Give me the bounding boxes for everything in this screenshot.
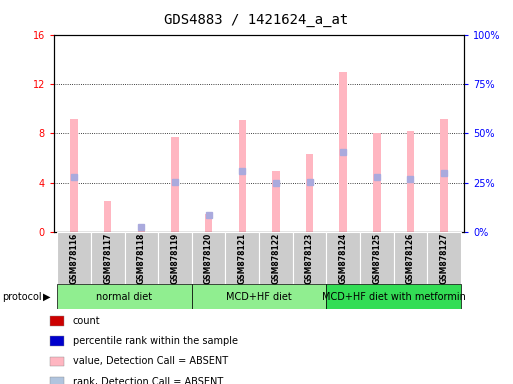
Bar bbox=[192, 232, 225, 284]
Bar bbox=[50, 357, 64, 366]
Bar bbox=[57, 232, 91, 284]
Bar bbox=[50, 377, 64, 384]
Bar bbox=[158, 232, 192, 284]
Text: MCD+HF diet with metformin: MCD+HF diet with metformin bbox=[322, 291, 466, 302]
Text: count: count bbox=[73, 316, 100, 326]
Text: GSM878125: GSM878125 bbox=[372, 233, 381, 284]
Text: percentile rank within the sample: percentile rank within the sample bbox=[73, 336, 238, 346]
Bar bbox=[239, 120, 246, 232]
Text: GDS4883 / 1421624_a_at: GDS4883 / 1421624_a_at bbox=[164, 13, 349, 27]
Bar bbox=[272, 170, 280, 232]
Bar bbox=[360, 232, 393, 284]
Bar bbox=[205, 214, 212, 232]
Bar bbox=[125, 232, 158, 284]
Text: normal diet: normal diet bbox=[96, 291, 152, 302]
Text: GSM878121: GSM878121 bbox=[238, 233, 247, 284]
Text: rank, Detection Call = ABSENT: rank, Detection Call = ABSENT bbox=[73, 377, 223, 384]
Text: GSM878116: GSM878116 bbox=[70, 233, 78, 284]
Bar bbox=[91, 232, 125, 284]
Text: GSM878122: GSM878122 bbox=[271, 233, 281, 284]
Text: GSM878123: GSM878123 bbox=[305, 233, 314, 284]
Bar bbox=[50, 336, 64, 346]
Bar bbox=[192, 284, 326, 309]
Text: GSM878124: GSM878124 bbox=[339, 233, 348, 284]
Bar bbox=[326, 232, 360, 284]
Text: GSM878127: GSM878127 bbox=[440, 233, 448, 284]
Text: GSM878120: GSM878120 bbox=[204, 233, 213, 284]
Text: GSM878118: GSM878118 bbox=[137, 233, 146, 284]
Bar bbox=[340, 72, 347, 232]
Text: GSM878119: GSM878119 bbox=[170, 233, 180, 284]
Bar bbox=[50, 316, 64, 326]
Text: MCD+HF diet: MCD+HF diet bbox=[226, 291, 292, 302]
Text: protocol: protocol bbox=[3, 291, 42, 302]
Bar bbox=[393, 232, 427, 284]
Bar bbox=[259, 232, 293, 284]
Bar bbox=[326, 284, 461, 309]
Bar bbox=[440, 119, 448, 232]
Text: GSM878126: GSM878126 bbox=[406, 233, 415, 284]
Bar bbox=[70, 119, 78, 232]
Bar bbox=[306, 154, 313, 232]
Text: value, Detection Call = ABSENT: value, Detection Call = ABSENT bbox=[73, 356, 228, 366]
Text: ▶: ▶ bbox=[44, 291, 51, 302]
Bar bbox=[57, 284, 192, 309]
Bar bbox=[137, 228, 145, 232]
Bar bbox=[293, 232, 326, 284]
Bar bbox=[427, 232, 461, 284]
Bar bbox=[104, 202, 111, 232]
Bar bbox=[407, 131, 414, 232]
Bar bbox=[171, 137, 179, 232]
Bar bbox=[225, 232, 259, 284]
Bar bbox=[373, 134, 381, 232]
Text: GSM878117: GSM878117 bbox=[103, 233, 112, 284]
